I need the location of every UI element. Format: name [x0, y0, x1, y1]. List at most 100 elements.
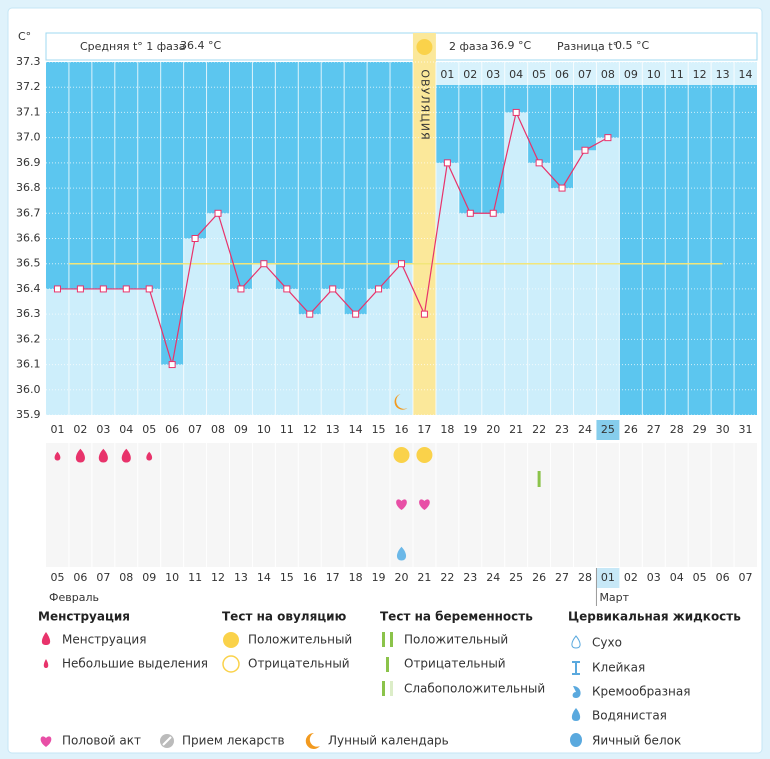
- header-label: 2 фаза: [449, 40, 488, 53]
- menstruation-icon: [54, 451, 61, 461]
- bar: [550, 188, 574, 415]
- y-tick-label: 36.2: [16, 332, 41, 345]
- date-label: 11: [188, 571, 202, 584]
- y-tick-label: 36.4: [16, 282, 41, 295]
- day-label: 10: [257, 423, 271, 436]
- month-label: Март: [599, 591, 629, 604]
- point: [489, 209, 497, 217]
- legend-item: Сухо: [592, 636, 622, 650]
- point: [145, 285, 153, 293]
- y-tick-label: 36.7: [16, 206, 41, 219]
- legend-icon: [572, 661, 580, 675]
- cervical-icon: [396, 546, 407, 561]
- plot: 35.9 36.0 36.1 36.2 36.3 36.4 36.5 36.6 36.7 36.8…: [16, 32, 758, 606]
- day-label: 27: [647, 423, 661, 436]
- legend-icon: [222, 655, 240, 673]
- day-label: 09: [234, 423, 248, 436]
- day-label: 05: [142, 423, 156, 436]
- month-label: Февраль: [49, 591, 99, 604]
- point: [191, 235, 199, 242]
- legend-item: Отрицательный: [404, 657, 506, 671]
- point: [604, 134, 612, 142]
- date-label: 07: [739, 571, 753, 584]
- ovulation-test-icon: [416, 447, 433, 463]
- day-label: 12: [303, 423, 317, 436]
- point: [352, 310, 360, 318]
- bar: [252, 263, 276, 415]
- legend-item: Небольшие выделения: [62, 657, 208, 671]
- legend-item: Отрицательный: [248, 657, 350, 671]
- day-label: 16: [395, 423, 409, 436]
- point: [260, 260, 268, 268]
- day-label: 23: [555, 423, 569, 436]
- legend-item: Лунный календарь: [328, 734, 449, 748]
- y-tick-label: 37.0: [16, 131, 41, 144]
- phase2-day: 08: [601, 68, 615, 81]
- legend-icon: [386, 657, 389, 672]
- date-label: 12: [211, 571, 225, 584]
- day-label: 26: [624, 423, 638, 436]
- date-label: 16: [303, 571, 317, 584]
- bar: [596, 137, 620, 415]
- day-label: 20: [486, 423, 500, 436]
- day-label: 28: [670, 423, 684, 436]
- day-label: 25: [601, 423, 615, 436]
- phase2-day: 03: [486, 68, 500, 81]
- point: [76, 285, 84, 293]
- legend-icon: [382, 632, 385, 647]
- y-tick-label: 36.6: [16, 232, 41, 245]
- date-label: 26: [532, 571, 546, 584]
- point: [329, 285, 337, 293]
- phase2-day: 11: [670, 68, 684, 81]
- legend-item: Прием лекарств: [182, 734, 285, 748]
- legend-item: Яичный белок: [592, 734, 681, 748]
- day-label: 29: [693, 423, 707, 436]
- phase2-day: 12: [693, 68, 707, 81]
- ovulation-icon: [416, 39, 433, 55]
- bar: [573, 150, 597, 415]
- point: [375, 285, 383, 293]
- date-label: 18: [349, 571, 363, 584]
- legend-icon: [390, 681, 393, 696]
- legend-icon: [572, 686, 581, 698]
- y-tick-label: 36.0: [16, 383, 41, 396]
- header-value: 0.5 °C: [615, 39, 649, 52]
- bar: [137, 288, 161, 415]
- menstruation-icon: [98, 448, 108, 463]
- point: [558, 184, 566, 192]
- phase2-day: 09: [624, 68, 638, 81]
- point: [53, 285, 61, 293]
- day-label: 17: [417, 423, 431, 436]
- header-label: Средняя t° 1 фаза: [80, 40, 186, 53]
- phase2-day: 05: [532, 68, 546, 81]
- day-label: 04: [119, 423, 133, 436]
- point: [466, 209, 474, 217]
- legend-icon: [43, 659, 49, 668]
- day-label: 03: [96, 423, 110, 436]
- day-label: 13: [326, 423, 340, 436]
- legend-icon: [390, 632, 393, 647]
- phase2-day: 02: [463, 68, 477, 81]
- date-label: 21: [417, 571, 431, 584]
- legend-title: Менструация: [38, 610, 130, 624]
- phase2-day: 07: [578, 68, 592, 81]
- legend-item: Половой акт: [62, 734, 141, 748]
- date-label: 08: [119, 571, 133, 584]
- point: [168, 361, 176, 369]
- legend-item: Водянистая: [592, 709, 667, 723]
- day-label: 30: [716, 423, 730, 436]
- point: [122, 285, 130, 293]
- current-date: [596, 568, 620, 588]
- date-label: 06: [716, 571, 730, 584]
- point: [512, 108, 520, 116]
- y-tick-label: 37.3: [16, 55, 41, 68]
- header-value: 36.4 °C: [180, 39, 221, 52]
- y-tick-label: 37.2: [16, 80, 41, 93]
- legend: Менструация Тест на овуляцию Тест на бер…: [38, 610, 741, 749]
- ovulation-label: ОВУЛЯЦИЯ: [418, 69, 431, 140]
- point: [535, 159, 543, 167]
- bar: [321, 288, 345, 415]
- y-tick-label: 36.1: [16, 358, 41, 371]
